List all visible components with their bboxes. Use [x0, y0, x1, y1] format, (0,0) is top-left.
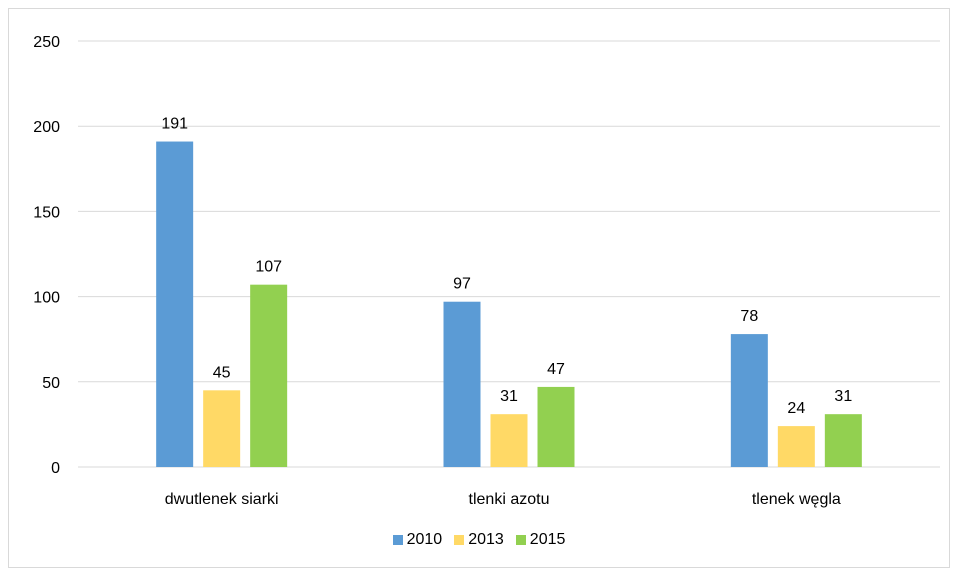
- data-label: 97: [453, 276, 471, 293]
- y-tick-label: 100: [33, 290, 60, 307]
- bar-2013-2: [777, 426, 815, 467]
- y-tick-label: 200: [33, 119, 60, 136]
- legend-label: 2013: [468, 531, 504, 548]
- bars: [156, 141, 862, 467]
- data-labels: 191 45 107 97 31 47 78 24 31: [161, 116, 852, 418]
- data-label: 45: [213, 364, 231, 381]
- bar-2010-1: [443, 301, 481, 467]
- bar-2015-2: [824, 414, 862, 467]
- bar-2010-2: [730, 334, 768, 467]
- data-label: 31: [500, 388, 518, 405]
- y-tick-label: 150: [33, 204, 60, 221]
- bar-2015-1: [537, 386, 575, 467]
- y-tick-label: 0: [51, 460, 60, 477]
- x-category-label: tlenki azotu: [469, 491, 550, 508]
- data-label: 78: [740, 308, 758, 325]
- y-tick-label: 250: [33, 34, 60, 51]
- bar-2013-0: [203, 390, 241, 467]
- y-axis-tick-labels: 0 50 100 150 200 250: [33, 34, 60, 477]
- bar-2010-0: [156, 141, 194, 467]
- y-tick-label: 50: [42, 375, 60, 392]
- data-label: 24: [787, 400, 805, 417]
- data-label: 47: [547, 361, 565, 378]
- data-label: 31: [834, 388, 852, 405]
- bar-2013-1: [490, 414, 528, 467]
- legend-item-2013: 2013: [454, 531, 504, 549]
- legend-item-2015: 2015: [515, 531, 566, 549]
- legend-item-2010: 2010: [392, 531, 443, 549]
- bar-2015-0: [250, 284, 288, 467]
- x-category-label: tlenek węgla: [752, 491, 841, 508]
- data-label: 191: [161, 116, 188, 133]
- x-category-label: dwutlenek siarki: [165, 491, 279, 508]
- data-label: 107: [255, 259, 282, 276]
- x-axis-category-labels: dwutlenek siarki tlenki azotu tlenek węgla: [165, 491, 841, 508]
- legend-label: 2015: [529, 531, 566, 548]
- legend-swatch: [515, 535, 526, 545]
- legend-swatch: [392, 535, 403, 545]
- legend-label: 2010: [406, 531, 443, 548]
- legend: 2010 2013 2015: [0, 531, 958, 549]
- legend-swatch: [454, 535, 465, 545]
